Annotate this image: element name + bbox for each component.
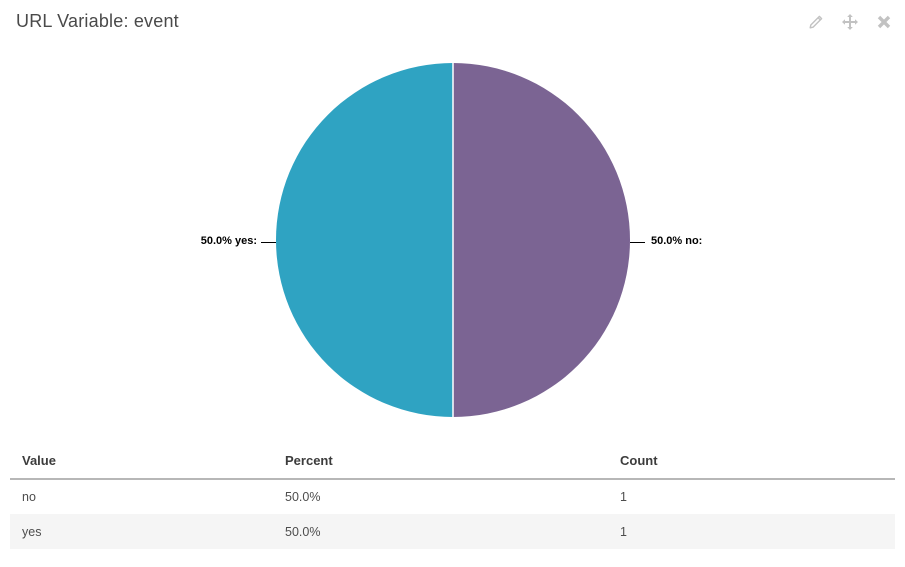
close-x-icon: [877, 15, 891, 29]
cell-value: no: [22, 490, 36, 504]
pie-chart: 50.0% yes: 50.0% no:: [0, 46, 905, 436]
callout-line-no: [630, 242, 645, 243]
column-header-count: Count: [608, 444, 895, 480]
widget-toolbar: [808, 14, 892, 30]
pie-svg: [276, 63, 630, 417]
cell-percent: 50.0%: [285, 490, 321, 504]
pie-slice-yes[interactable]: [276, 63, 453, 417]
close-button[interactable]: [876, 14, 892, 30]
column-header-percent: Percent: [273, 444, 608, 480]
table-row: no 50.0% 1: [10, 479, 895, 514]
table-header-row: Value Percent Count: [10, 444, 895, 480]
edit-button[interactable]: [808, 14, 824, 30]
table-row: yes 50.0% 1: [10, 514, 895, 549]
cell-count: 1: [620, 524, 627, 539]
cell-percent: 50.0%: [285, 524, 321, 539]
cell-count: 1: [620, 490, 627, 504]
summary-table: Value Percent Count no 50.0% 1 yes 50.0%…: [10, 444, 895, 549]
column-header-value: Value: [10, 444, 273, 480]
page-title: URL Variable: event: [16, 11, 179, 31]
move-button[interactable]: [842, 14, 858, 30]
slice-label-yes: 50.0% yes:: [200, 235, 257, 247]
callout-line-yes: [261, 242, 276, 243]
pie-slice-no[interactable]: [453, 63, 630, 417]
slice-label-no: 50.0% no:: [651, 235, 703, 247]
move-arrows-icon: [842, 14, 858, 30]
pencil-icon: [808, 14, 824, 30]
widget-header: URL Variable: event: [0, 0, 905, 46]
cell-value: yes: [22, 524, 42, 539]
